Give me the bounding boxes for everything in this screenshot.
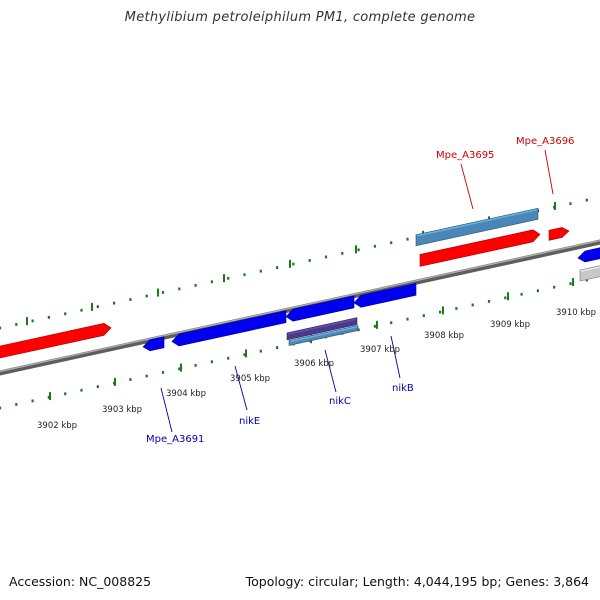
gene-label-leader	[460, 163, 474, 210]
gene-label[interactable]: Mpe_A3696	[516, 136, 574, 147]
kbp-tick-label: 3906 kbp	[294, 359, 334, 369]
kbp-tick-label: 3902 kbp	[37, 421, 77, 431]
gene-features	[0, 207, 600, 359]
gene-label-leader	[544, 149, 554, 195]
gene-label-leader	[234, 365, 248, 411]
kbp-tick-label: 3909 kbp	[490, 320, 530, 330]
kbp-tick-labels: 3902 kbp 3903 kbp 3904 kbp 3905 kbp 3906 kbp…	[37, 308, 596, 431]
gene-mpe-a3696[interactable]	[548, 227, 570, 241]
gene-label[interactable]: nikB	[392, 383, 414, 394]
feature-purple[interactable]	[286, 317, 358, 341]
genome-title: Methylibium petroleiphilum PM1, complete…	[124, 10, 476, 25]
kbp-tick-label: 3903 kbp	[102, 405, 142, 415]
feature-light-blue-top[interactable]	[415, 207, 539, 247]
kbp-tick-label: 3904 kbp	[166, 389, 206, 399]
kbp-tick-label: 3905 kbp	[230, 374, 270, 384]
genome-summary-text: Topology: circular; Length: 4,044,195 bp…	[245, 574, 589, 589]
outer-tick-track	[0, 198, 588, 330]
gene-nikc[interactable]	[285, 295, 355, 322]
kbp-tick-label: 3910 kbp	[556, 308, 596, 318]
gene-label[interactable]: nikC	[329, 396, 351, 407]
kbp-tick-label: 3908 kbp	[424, 331, 464, 341]
gene-label-leader	[390, 335, 401, 379]
genome-backbone-highlight	[0, 239, 600, 373]
gene-mpe-a3691[interactable]	[142, 336, 165, 352]
gene-label[interactable]: Mpe_A3695	[436, 150, 494, 161]
gene-label-leader	[324, 349, 337, 393]
gene-label-leader	[160, 387, 173, 433]
accession-text: Accession: NC_008825	[9, 574, 152, 589]
gene-mpe-a3695[interactable]	[419, 229, 541, 267]
gene-label-leaders	[160, 149, 554, 433]
gene-label[interactable]: Mpe_A3691	[146, 434, 204, 445]
gene-nikb[interactable]	[353, 282, 417, 308]
feature-light-blue-bottom[interactable]	[288, 325, 359, 346]
gene-reverse-right[interactable]	[577, 247, 600, 263]
kbp-tick-label: 3907 kbp	[360, 345, 400, 355]
gene-forward-left[interactable]	[0, 323, 112, 359]
feature-grey[interactable]	[579, 265, 600, 282]
gene-nike[interactable]	[171, 310, 287, 347]
gene-labels: Mpe_A3695 Mpe_A3696 Mpe_A3691 nikE nikC nikB	[146, 136, 574, 445]
inner-tick-track	[0, 278, 588, 410]
gene-label[interactable]: nikE	[239, 416, 260, 427]
